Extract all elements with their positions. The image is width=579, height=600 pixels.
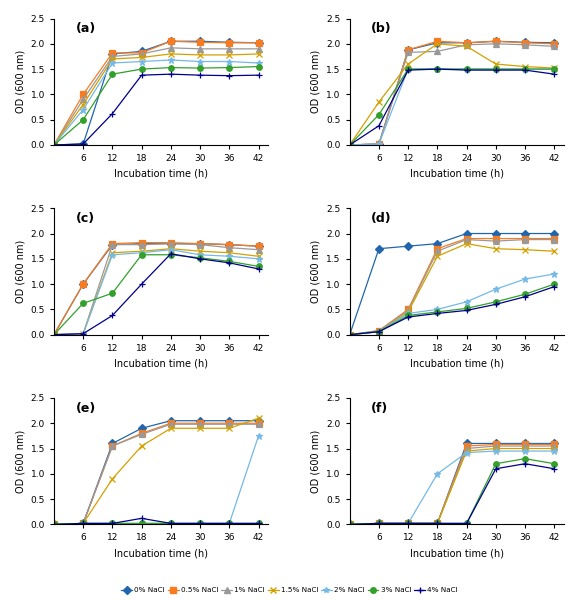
Y-axis label: OD (600 nm): OD (600 nm) xyxy=(15,240,25,303)
Text: (a): (a) xyxy=(75,22,96,35)
Legend: 0% NaCl, 0.5% NaCl, 1% NaCl, 1.5% NaCl, 2% NaCl, 3% NaCl, 4% NaCl: 0% NaCl, 0.5% NaCl, 1% NaCl, 1.5% NaCl, … xyxy=(118,584,461,596)
X-axis label: Incubation time (h): Incubation time (h) xyxy=(410,358,504,368)
Y-axis label: OD (600 nm): OD (600 nm) xyxy=(311,430,321,493)
X-axis label: Incubation time (h): Incubation time (h) xyxy=(114,548,208,558)
Y-axis label: OD (600 nm): OD (600 nm) xyxy=(15,430,25,493)
X-axis label: Incubation time (h): Incubation time (h) xyxy=(410,548,504,558)
Y-axis label: OD (600 nm): OD (600 nm) xyxy=(311,240,321,303)
Y-axis label: OD (600 nm): OD (600 nm) xyxy=(311,50,321,113)
Text: (c): (c) xyxy=(75,212,94,225)
Text: (d): (d) xyxy=(371,212,392,225)
Text: (e): (e) xyxy=(75,402,96,415)
Text: (b): (b) xyxy=(371,22,392,35)
Y-axis label: OD (600 nm): OD (600 nm) xyxy=(15,50,25,113)
Text: (f): (f) xyxy=(371,402,389,415)
X-axis label: Incubation time (h): Incubation time (h) xyxy=(114,169,208,179)
X-axis label: Incubation time (h): Incubation time (h) xyxy=(114,358,208,368)
X-axis label: Incubation time (h): Incubation time (h) xyxy=(410,169,504,179)
